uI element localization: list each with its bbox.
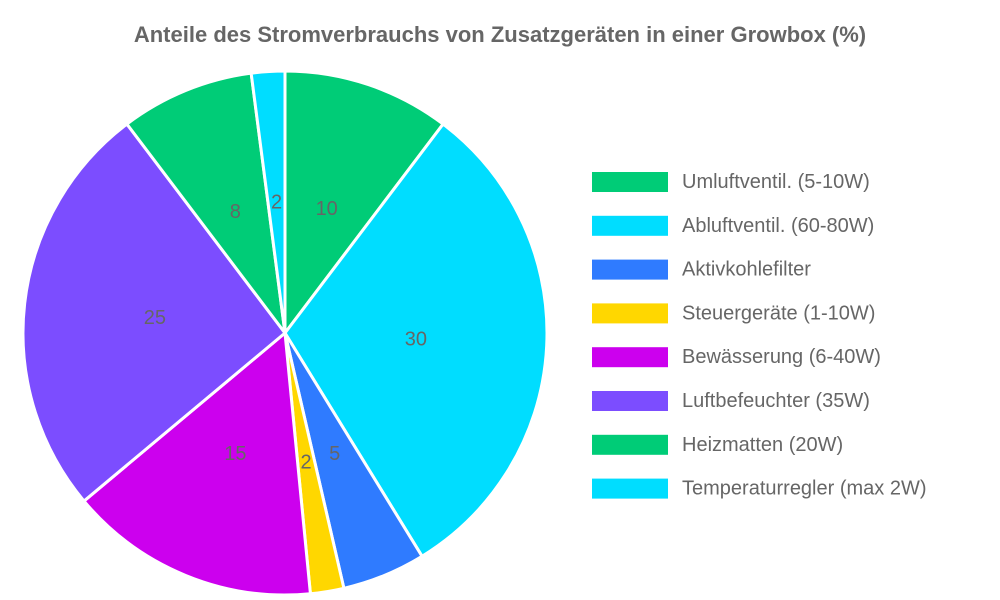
legend-item-5: Bewässerung (6-40W) — [592, 346, 881, 368]
legend-item-6: Luftbefeuchter (35W) — [592, 390, 870, 412]
legend-swatch-4 — [592, 303, 668, 324]
slice-value-label-4: 2 — [301, 451, 312, 473]
legend-item-2: Abluftventil. (60-80W) — [592, 215, 874, 237]
legend-label-3: Aktivkohlefilter — [682, 259, 811, 281]
legend-swatch-2 — [592, 215, 668, 236]
slice-value-label-1: 10 — [316, 198, 338, 220]
pie-slices — [21, 69, 549, 597]
legend: Umluftventil. (5-10W) Abluftventil. (60-8… — [592, 171, 927, 500]
legend-label-1: Umluftventil. (5-10W) — [682, 171, 870, 193]
legend-swatch-5 — [592, 347, 668, 368]
legend-swatch-6 — [592, 391, 668, 411]
chart-title: Anteile des Stromverbrauchs von Zusatzge… — [134, 22, 866, 47]
pie-slice-7 — [125, 71, 287, 335]
pie-slice-1 — [283, 69, 445, 335]
slice-value-label-5: 15 — [224, 443, 246, 465]
slice-value-label-3: 5 — [329, 443, 340, 465]
legend-label-8: Temperaturregler (max 2W) — [682, 478, 927, 500]
pie-slice-2 — [283, 122, 549, 558]
legend-item-8: Temperaturregler (max 2W) — [592, 478, 927, 500]
slice-value-label-6: 25 — [144, 307, 166, 329]
legend-item-3: Aktivkohlefilter — [592, 259, 811, 281]
legend-swatch-7 — [592, 434, 668, 455]
legend-item-1: Umluftventil. (5-10W) — [592, 171, 870, 193]
legend-swatch-1 — [592, 172, 668, 192]
legend-item-4: Steuergeräte (1-10W) — [592, 302, 875, 324]
pie-slice-6 — [21, 122, 287, 503]
legend-label-4: Steuergeräte (1-10W) — [682, 302, 875, 324]
legend-label-6: Luftbefeuchter (35W) — [682, 390, 870, 412]
legend-label-7: Heizmatten (20W) — [682, 434, 843, 456]
slice-value-label-8: 2 — [271, 191, 282, 213]
pie-slice-5 — [82, 331, 312, 597]
slice-value-label-7: 8 — [230, 201, 241, 223]
legend-swatch-3 — [592, 259, 668, 280]
legend-item-7: Heizmatten (20W) — [592, 434, 843, 456]
legend-label-2: Abluftventil. (60-80W) — [682, 215, 874, 237]
legend-swatch-8 — [592, 478, 668, 499]
slice-value-label-2: 30 — [405, 328, 427, 350]
pie-slice-8 — [249, 69, 287, 335]
legend-label-5: Bewässerung (6-40W) — [682, 346, 881, 368]
